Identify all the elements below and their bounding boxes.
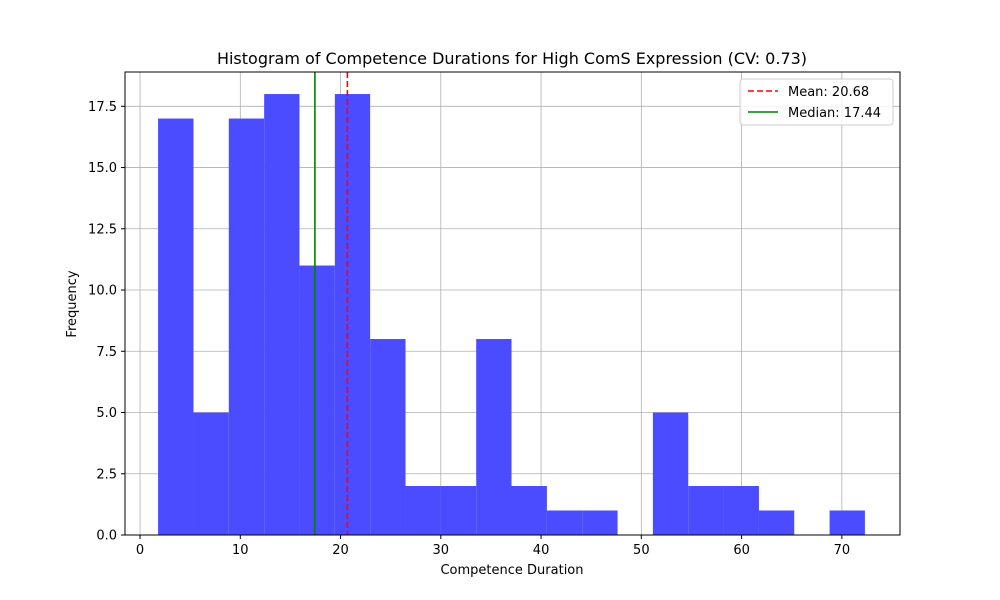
histogram-bar [652,412,689,535]
x-tick-label: 40 [533,543,550,558]
histogram-bar [476,339,512,535]
x-axis-ticks: 0 10 20 30 40 50 60 70 [136,535,850,558]
x-tick-label: 30 [433,543,450,558]
histogram-bar [511,486,547,535]
y-tick-label: 17.5 [88,100,117,115]
histogram-bar [264,94,300,536]
histogram-bar [228,118,265,535]
reference-lines [314,72,349,535]
y-tick-label: 12.5 [88,222,117,237]
histogram-bar [370,339,406,535]
y-tick-label: 10.0 [88,284,117,299]
y-axis-title: Frequency [65,270,80,337]
x-tick-label: 60 [733,543,750,558]
histogram-bar [546,510,583,535]
x-tick-label: 20 [332,543,349,558]
y-tick-label: 2.5 [96,467,117,482]
histogram-bar [334,94,371,536]
plot-frame [124,71,901,536]
histogram-bar [440,486,477,535]
chart-title: Histogram of Competence Durations for Hi… [217,49,807,68]
y-axis-ticks: 0.0 2.5 5.0 7.5 10.0 12.5 15.0 17.5 [88,100,125,544]
histogram-bar [582,510,618,535]
x-tick-label: 0 [136,543,144,558]
x-tick-label: 50 [633,543,650,558]
y-tick-label: 5.0 [96,406,117,421]
y-tick-label: 7.5 [96,345,117,360]
y-tick-label: 0.0 [96,529,117,544]
histogram-bar [193,412,229,535]
histogram-bar [688,486,724,535]
x-tick-label: 70 [834,543,851,558]
histogram-bar [829,510,865,535]
legend: Mean: 20.68 Median: 17.44 [739,78,894,126]
y-tick-label: 15.0 [88,161,117,176]
histogram-bar [758,510,795,535]
histogram-bars [158,94,865,536]
x-axis-title: Competence Duration [440,563,583,578]
histogram-bar [723,486,759,535]
histogram-bar [158,118,194,535]
legend-median-label: Median: 17.44 [788,106,881,121]
x-tick-label: 10 [232,543,249,558]
histogram-bar [299,265,335,535]
histogram-bar [405,486,441,535]
legend-mean-label: Mean: 20.68 [788,85,869,100]
legend-box [739,78,894,126]
